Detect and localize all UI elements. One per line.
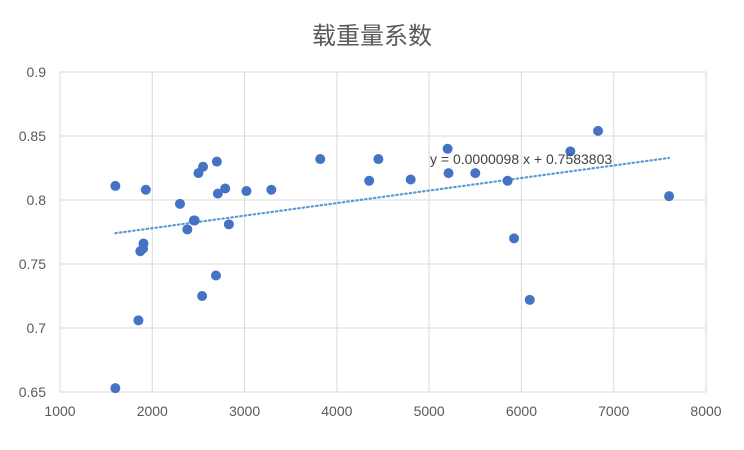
x-tick-label: 5000 <box>414 403 445 419</box>
y-tick-label: 0.65 <box>19 384 46 400</box>
data-point <box>110 383 121 394</box>
trendline-equation: y = 0.0000098 x + 0.7583803 <box>430 151 612 167</box>
data-point <box>197 291 208 301</box>
y-tick-label: 0.85 <box>19 128 46 144</box>
data-point <box>210 270 221 281</box>
x-tick-label: 6000 <box>506 403 537 419</box>
data-point <box>133 315 144 326</box>
data-point <box>212 188 223 199</box>
x-tick-label: 3000 <box>229 403 260 419</box>
data-point <box>443 168 454 179</box>
data-point <box>138 238 149 249</box>
data-point <box>470 168 481 179</box>
data-point <box>241 186 252 197</box>
data-point <box>220 183 231 194</box>
y-tick-label: 0.7 <box>27 320 47 336</box>
data-point <box>364 175 375 186</box>
data-point <box>593 125 604 136</box>
data-point <box>266 184 277 195</box>
data-point <box>110 180 121 191</box>
gridlines <box>59 71 707 393</box>
data-point <box>211 156 222 167</box>
trendline-group <box>114 156 671 235</box>
data-point <box>140 184 151 195</box>
data-point <box>509 233 520 244</box>
x-tick-label: 4000 <box>321 403 352 419</box>
x-tick-label: 7000 <box>598 403 629 419</box>
y-tick-label: 0.75 <box>19 256 46 272</box>
data-point <box>198 161 209 172</box>
data-points <box>110 125 675 394</box>
data-point <box>223 219 234 230</box>
y-tick-label: 0.8 <box>27 192 47 208</box>
chart-title: 载重量系数 <box>312 22 432 50</box>
data-point <box>565 146 576 157</box>
tick-labels: 0.65 0.7 0.75 0.8 0.85 0.9 1000 2000 3000 4000 500… <box>19 64 722 419</box>
x-tick-label: 1000 <box>44 403 75 419</box>
data-point <box>373 154 384 165</box>
y-tick-label: 0.9 <box>27 64 47 80</box>
trendline <box>114 156 671 235</box>
data-point <box>315 154 326 165</box>
x-tick-label: 2000 <box>137 403 168 419</box>
data-point <box>664 191 675 202</box>
x-tick-label: 8000 <box>690 403 721 419</box>
data-point <box>182 224 193 235</box>
data-point <box>502 175 513 186</box>
data-point <box>174 198 185 209</box>
data-point <box>442 143 453 154</box>
data-point <box>524 294 535 305</box>
data-point <box>189 215 200 226</box>
data-point <box>405 174 416 185</box>
